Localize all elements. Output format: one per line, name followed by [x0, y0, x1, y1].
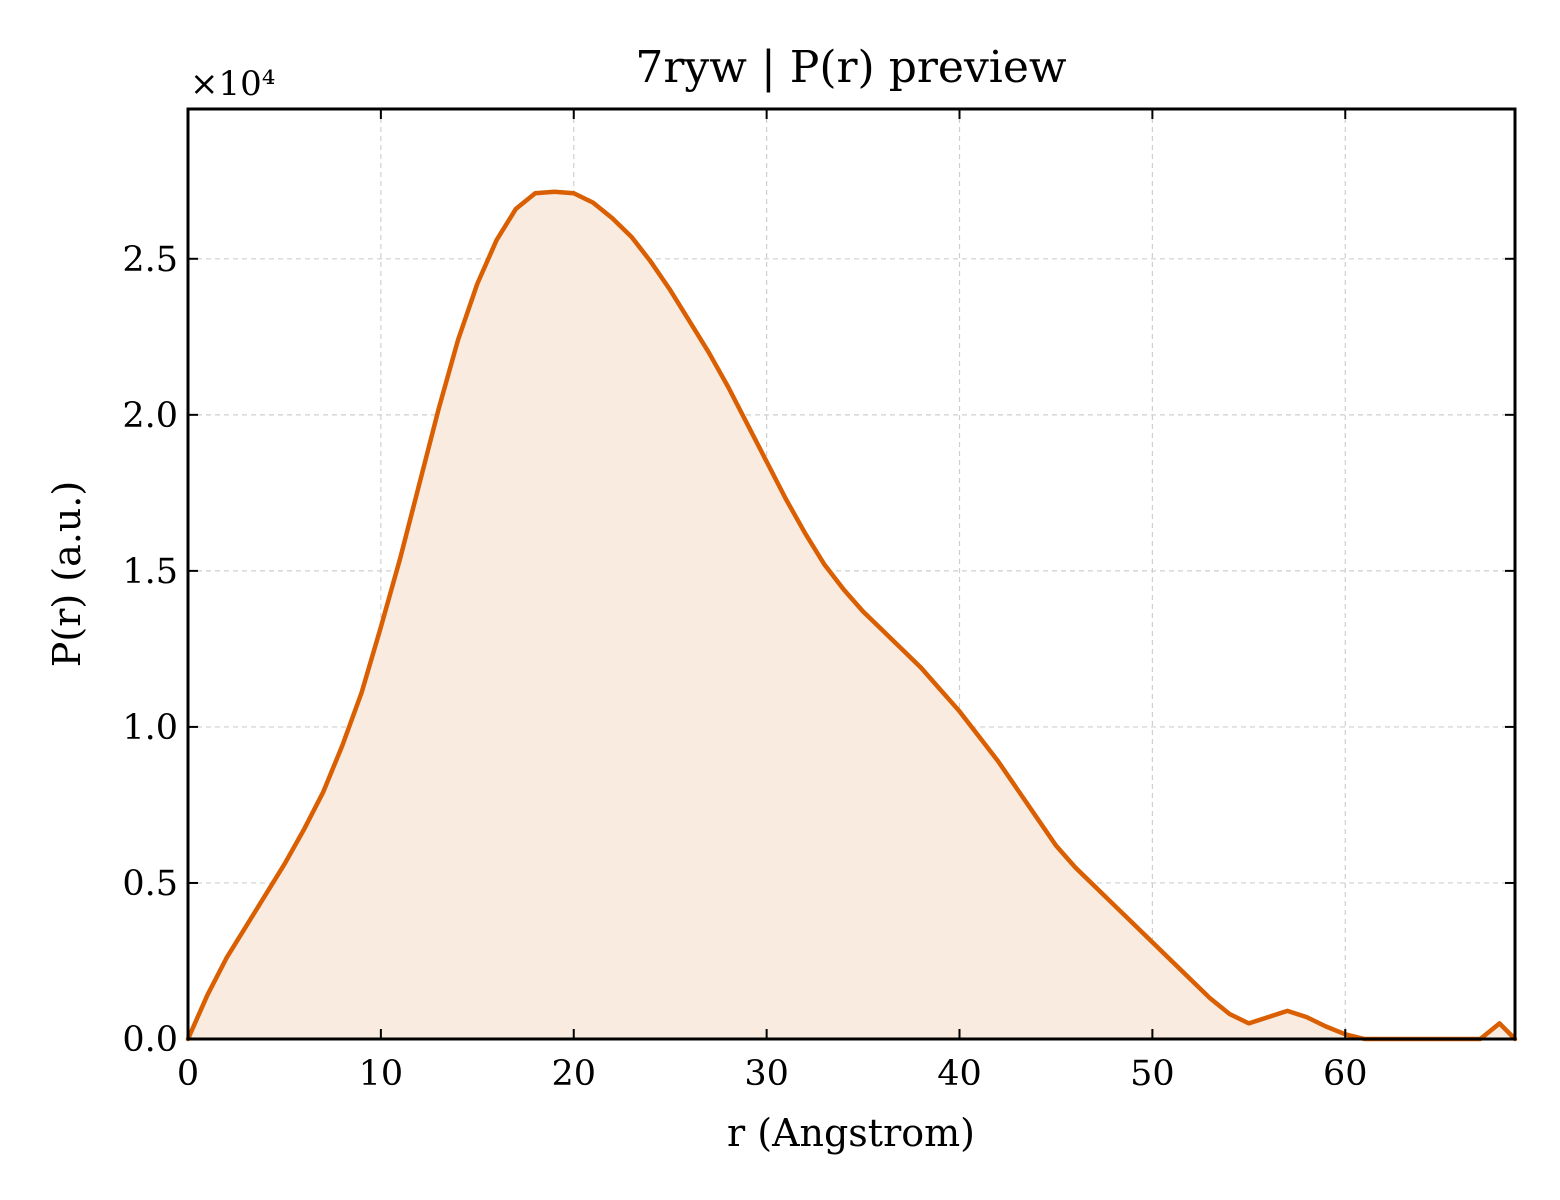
x-tick-label: 30: [744, 1054, 789, 1094]
pr-area-fill: [188, 191, 1515, 1039]
pr-curve-line: [185, 189, 1518, 1042]
y-multiplier-label: ×10⁴: [190, 64, 275, 104]
axis-ticks: 0 10 20 30 40 50 60 0.0 0.5 1.0 1.5 2.0 2.5: [122, 109, 1515, 1094]
y-tick-label: 2.5: [122, 240, 178, 280]
x-tick-label: 60: [1323, 1054, 1368, 1094]
x-axis-label: r (Angstrom): [727, 1111, 975, 1155]
y-tick-label: 0.5: [122, 864, 178, 904]
y-tick-label: 1.5: [122, 552, 178, 592]
y-axis-label: P(r) (a.u.): [45, 481, 89, 667]
y-tick-label: 2.0: [122, 396, 178, 436]
x-tick-label: 20: [551, 1054, 596, 1094]
plot-frame: [186, 107, 1517, 1041]
y-tick-label: 0.0: [122, 1020, 178, 1060]
chart-title: 7ryw | P(r) preview: [635, 42, 1067, 93]
x-tick-label: 50: [1130, 1054, 1175, 1094]
x-tick-label: 40: [937, 1054, 982, 1094]
y-tick-label: 1.0: [122, 708, 178, 748]
x-tick-label: 0: [177, 1054, 199, 1094]
x-tick-label: 10: [359, 1054, 404, 1094]
